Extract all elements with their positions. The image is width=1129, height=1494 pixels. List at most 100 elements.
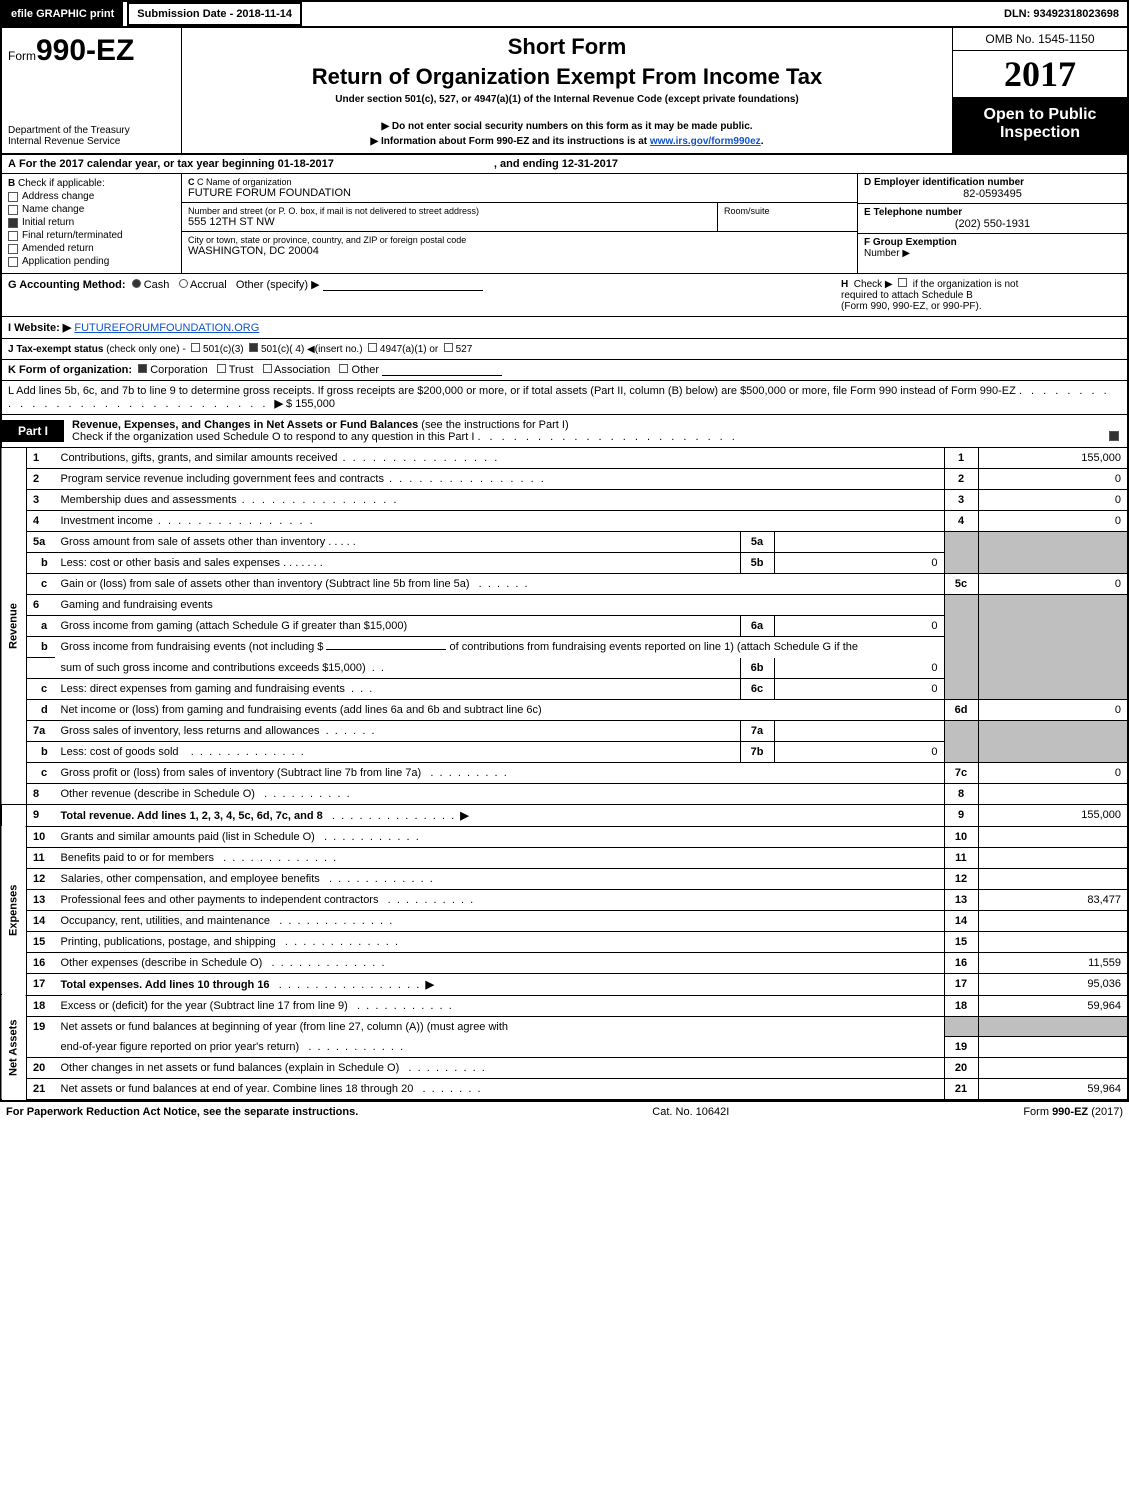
line-19a: 19 Net assets or fund balances at beginn… <box>1 1016 1128 1037</box>
valcol-shaded <box>978 532 1128 574</box>
chk-name-change: Name change <box>8 204 175 215</box>
radio-icon[interactable] <box>179 279 188 288</box>
line-11: 11 Benefits paid to or for members . . .… <box>1 847 1128 868</box>
row-K: K Form of organization: Corporation Trus… <box>0 360 1129 381</box>
B-checklist: Address change Name change Initial retur… <box>8 191 175 267</box>
valcol: 0 <box>978 574 1128 595</box>
line-desc: Net assets or fund balances at beginning… <box>55 1016 945 1037</box>
lineno <box>27 658 55 679</box>
subbox-label: 6a <box>740 616 774 637</box>
info-prefix: ▶ Information about Form 990-EZ and its … <box>371 136 650 147</box>
G-label: G Accounting Method: <box>8 279 126 291</box>
checkbox-icon[interactable] <box>339 364 348 373</box>
subbox-label: 5b <box>740 553 774 574</box>
checkbox-icon[interactable] <box>8 244 18 254</box>
desc-text: Membership dues and assessments <box>61 494 237 506</box>
lineno: 3 <box>27 490 55 511</box>
section-BCDEF: B Check if applicable: Address change Na… <box>0 174 1129 274</box>
D-value: 82-0593495 <box>864 188 1121 200</box>
D-label: D Employer identification number <box>864 177 1024 188</box>
website-link[interactable]: FUTUREFORUMFOUNDATION.ORG <box>74 322 259 334</box>
numcol: 2 <box>944 469 978 490</box>
lineno: 7a <box>27 720 55 741</box>
valcol: 11,559 <box>978 952 1128 973</box>
chk-label: Amended return <box>22 243 94 254</box>
checkbox-icon[interactable] <box>8 257 18 267</box>
lineno: b <box>27 637 55 658</box>
checkbox-icon-checked[interactable] <box>138 364 147 373</box>
subbox-val <box>774 720 944 741</box>
checkbox-icon[interactable] <box>8 231 18 241</box>
lineno: 13 <box>27 889 55 910</box>
radio-icon-checked[interactable] <box>132 279 141 288</box>
lineno: c <box>27 762 55 783</box>
checkbox-icon[interactable] <box>263 364 272 373</box>
checkbox-icon[interactable] <box>217 364 226 373</box>
A-text1-b: For the 2017 calendar year, or tax year … <box>19 158 334 170</box>
desc-text: Gross profit or (loss) from sales of inv… <box>61 767 422 779</box>
numcol: 9 <box>944 804 978 826</box>
desc-text2: of contributions from fundraising events… <box>450 641 858 653</box>
lineno: 10 <box>27 826 55 847</box>
row-I: I Website: ▶ FUTUREFORUMFOUNDATION.ORG <box>0 317 1129 339</box>
blank-input[interactable] <box>326 649 446 650</box>
desc-text: Printing, publications, postage, and shi… <box>61 936 276 948</box>
part1-checkline: Check if the organization used Schedule … <box>72 431 474 443</box>
C-addr-label: Number and street (or P. O. box, if mail… <box>188 206 711 216</box>
checkbox-icon[interactable] <box>444 343 453 352</box>
C-name-value: FUTURE FORUM FOUNDATION <box>188 187 851 199</box>
subbox-label: 6b <box>740 658 774 679</box>
checkbox-icon-checked[interactable] <box>1109 431 1119 441</box>
efile-print-button[interactable]: efile GRAPHIC print <box>2 2 123 26</box>
checkbox-icon[interactable] <box>368 343 377 352</box>
H-text2: if the organization is not <box>913 279 1019 290</box>
J-opt3: 4947(a)(1) or <box>380 344 438 355</box>
H-text3: required to attach Schedule B <box>841 290 973 301</box>
subbox-val: 0 <box>774 616 944 637</box>
form-number-value: 990-EZ <box>36 34 134 67</box>
C-addr-value: 555 12TH ST NW <box>188 216 711 228</box>
valcol <box>978 826 1128 847</box>
line-14: 14 Occupancy, rent, utilities, and maint… <box>1 910 1128 931</box>
numcol-shaded <box>944 720 978 762</box>
col-C: C C Name of organization FUTURE FORUM FO… <box>182 174 857 273</box>
L-amount: $ 155,000 <box>286 398 335 410</box>
part1-header: Part I Revenue, Expenses, and Changes in… <box>0 415 1129 448</box>
desc-text: Other revenue (describe in Schedule O) <box>61 788 255 800</box>
checkbox-icon-checked[interactable] <box>249 343 258 352</box>
desc-text: Less: cost of goods sold <box>61 746 179 758</box>
line-desc: Net assets or fund balances at end of ye… <box>55 1079 945 1101</box>
chk-initial-return: Initial return <box>8 217 175 228</box>
desc-text: Total expenses. Add lines 10 through 16 <box>61 979 270 991</box>
H-check: H Check ▶ if the organization is not req… <box>841 278 1121 312</box>
subbox-val: 0 <box>774 553 944 574</box>
line-desc: end-of-year figure reported on prior yea… <box>55 1037 945 1058</box>
J-label: J Tax-exempt status <box>8 344 103 355</box>
valcol: 83,477 <box>978 889 1128 910</box>
valcol: 0 <box>978 762 1128 783</box>
numcol: 10 <box>944 826 978 847</box>
line-desc: Less: cost of goods sold . . . . . . . .… <box>55 741 741 762</box>
open-to-public: Open to Public Inspection <box>953 98 1127 153</box>
checkbox-icon[interactable] <box>898 278 907 287</box>
G-other-input[interactable] <box>323 290 483 291</box>
checkbox-icon[interactable] <box>8 192 18 202</box>
line-2: 2 Program service revenue including gove… <box>1 469 1128 490</box>
chk-address-change: Address change <box>8 191 175 202</box>
info-link[interactable]: www.irs.gov/form990ez <box>650 136 761 147</box>
lineno: 1 <box>27 448 55 469</box>
submission-date: Submission Date - 2018-11-14 <box>127 2 302 26</box>
line-9: 9 Total revenue. Add lines 1, 2, 3, 4, 5… <box>1 804 1128 826</box>
numcol: 5c <box>944 574 978 595</box>
valcol <box>978 1058 1128 1079</box>
checkbox-icon[interactable] <box>191 343 200 352</box>
checkbox-icon-checked[interactable] <box>8 218 18 228</box>
desc-text: Professional fees and other payments to … <box>61 894 379 906</box>
line-desc: Investment income <box>55 511 945 532</box>
line-desc: Professional fees and other payments to … <box>55 889 945 910</box>
K-other-input[interactable] <box>382 375 502 376</box>
lineno: b <box>27 553 55 574</box>
line-desc: Other expenses (describe in Schedule O) … <box>55 952 945 973</box>
checkbox-icon[interactable] <box>8 205 18 215</box>
line-17: 17 Total expenses. Add lines 10 through … <box>1 973 1128 995</box>
